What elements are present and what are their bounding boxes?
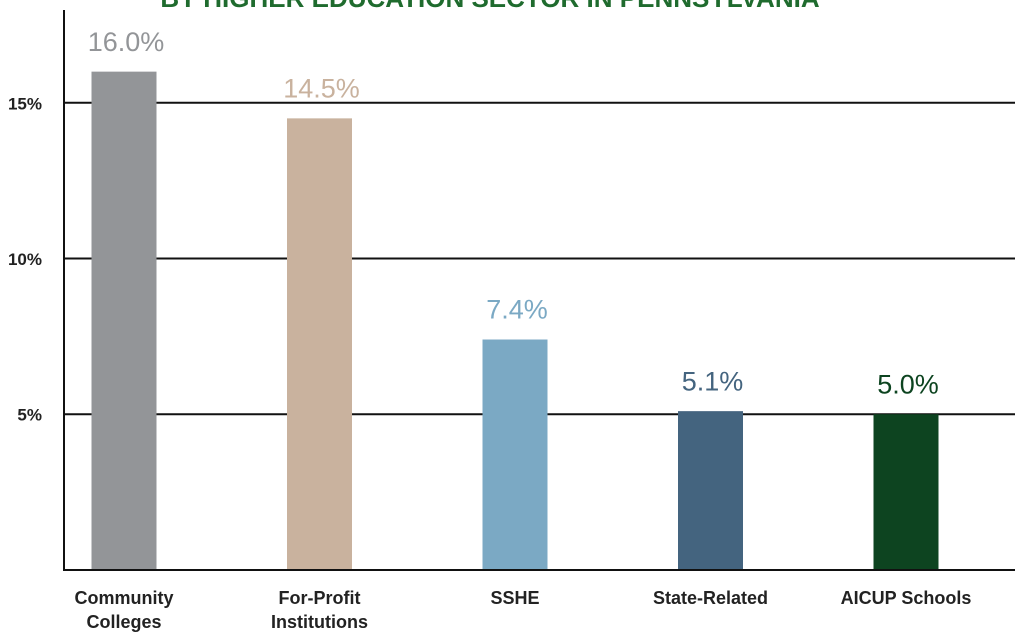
x-tick-label: Community Colleges [74,588,174,632]
y-tick-label: 5% [17,406,42,425]
chart-title: BY HIGHER EDUCATION SECTOR IN PENNSYLVAN… [160,0,819,13]
value-label: 14.5% [283,73,360,103]
bar [287,118,352,570]
bar [678,411,743,570]
bar [91,71,157,570]
x-tick-label: State-Related [652,588,769,608]
value-label: 16.0% [88,27,165,57]
value-label: 5.0% [877,369,939,399]
y-tick-label: 15% [8,94,42,113]
value-label: 7.4% [486,295,548,325]
bar [873,414,939,570]
x-tick-label: For-Profit Institutions [271,588,368,632]
bar [482,339,548,570]
y-tick-label: 10% [8,250,42,269]
x-tick-label: AICUP Schools [840,588,972,608]
value-label: 5.1% [682,366,744,396]
x-tick-label: SSHE [490,588,540,608]
